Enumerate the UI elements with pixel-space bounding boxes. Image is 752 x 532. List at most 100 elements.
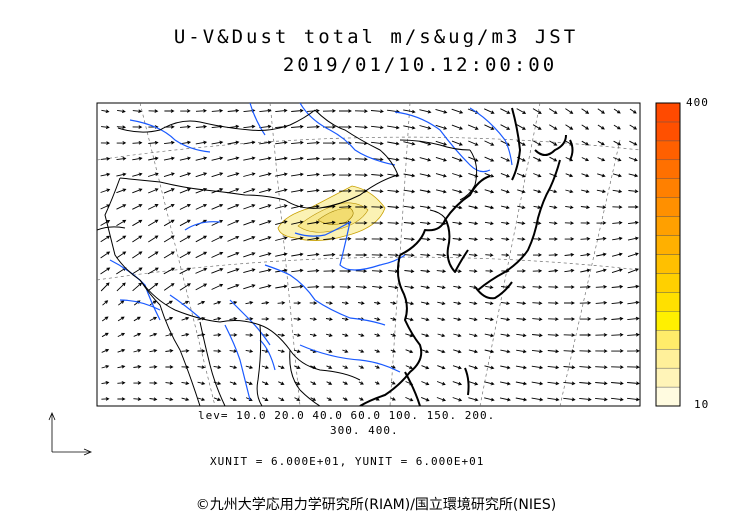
wind-arrow [243, 284, 256, 290]
wind-arrow [421, 396, 430, 402]
wind-arrow [374, 381, 380, 385]
colorbar-swatch [655, 311, 681, 331]
wind-arrow [323, 285, 336, 289]
wind-arrow [595, 365, 608, 370]
wind-arrow [612, 220, 623, 225]
wind-arrow [339, 189, 352, 193]
wind-arrow [259, 252, 272, 258]
wind-arrow [101, 109, 110, 114]
wind-arrow [133, 364, 142, 369]
wind-arrow [116, 172, 127, 177]
wind-arrow [516, 172, 526, 178]
wind-arrow [163, 251, 175, 259]
wind-arrow [259, 140, 272, 145]
wind-arrow [420, 269, 431, 274]
wind-arrow [355, 285, 367, 290]
wind-arrow [339, 109, 352, 113]
wind-arrow [307, 268, 320, 273]
wind-arrow [420, 221, 431, 226]
wind-arrow [435, 173, 447, 178]
wind-arrow [325, 317, 333, 321]
wind-arrow [371, 237, 384, 241]
wind-arrow [468, 397, 479, 402]
wind-arrow [563, 381, 576, 386]
wind-arrow [243, 124, 256, 129]
wind-arrow [148, 282, 159, 291]
wind-arrow [149, 365, 158, 369]
wind-arrow [484, 140, 495, 146]
wind-arrow [532, 253, 542, 257]
wind-arrow [243, 188, 256, 194]
wind-arrow [581, 124, 590, 130]
wind-arrow [259, 156, 272, 161]
wind-arrow [579, 381, 592, 386]
wind-arrow [342, 381, 349, 385]
wind-arrow [132, 125, 143, 129]
wind-arrow [211, 172, 224, 178]
wind-arrow [627, 365, 640, 369]
wind-arrow [358, 333, 365, 337]
wind-arrow [291, 124, 304, 129]
wind-arrow [310, 397, 317, 401]
wind-arrow [468, 365, 479, 370]
wind-arrow [227, 156, 240, 161]
wind-arrow [387, 237, 400, 242]
wind-arrow [533, 189, 542, 194]
wind-arrow [484, 381, 495, 386]
wind-arrow [484, 124, 495, 130]
wind-arrow [277, 301, 286, 305]
wind-arrow [390, 365, 396, 369]
wind-arrow [195, 172, 208, 178]
wind-arrow [611, 268, 623, 274]
wind-arrow [467, 124, 479, 130]
wind-arrow [404, 285, 415, 290]
borders [97, 109, 478, 406]
chart-datetime: 2019/01/10.12:00:00 [282, 54, 558, 76]
wind-arrow [595, 381, 608, 386]
wind-arrow [390, 349, 397, 353]
wind-arrow [595, 349, 608, 353]
wind-arrow [485, 253, 494, 257]
wind-arrow [195, 140, 208, 145]
wind-arrow [100, 282, 110, 292]
wind-arrow [197, 397, 206, 402]
wind-arrow [322, 157, 336, 161]
wind-arrow [532, 317, 543, 322]
wind-arrow [323, 220, 336, 225]
contour-levels-line2: 300. 400. [330, 424, 399, 437]
wind-arrow [437, 349, 446, 354]
wind-arrow [133, 397, 142, 401]
wind-arrow [500, 189, 510, 194]
wind-arrow [390, 317, 397, 321]
wind-arrow [291, 188, 304, 193]
wind-arrow [147, 204, 159, 210]
wind-arrow [339, 236, 352, 241]
wind-arrow [564, 221, 575, 225]
wind-arrow [229, 333, 238, 337]
wind-arrow [611, 284, 624, 289]
wind-arrow [404, 253, 415, 258]
wind-arrow [374, 349, 381, 353]
wind-arrow [148, 109, 159, 113]
wind-arrow [613, 157, 622, 162]
wind-arrow [533, 237, 542, 241]
wind-arrow [275, 220, 288, 226]
wind-arrow [243, 172, 256, 177]
wind-arrow [341, 301, 349, 305]
wind-arrow [259, 204, 272, 210]
colorbar-swatch [655, 140, 681, 161]
wind-arrow [435, 156, 447, 162]
wind-arrow [133, 332, 142, 337]
wind-arrow [342, 397, 348, 401]
wind-arrow [403, 157, 416, 162]
wind-arrow [405, 396, 414, 402]
wind-arrow [195, 108, 207, 113]
wind-arrow [211, 235, 224, 243]
wind-arrow [516, 333, 527, 338]
wind-arrow [227, 203, 240, 210]
wind-arrow [100, 172, 111, 177]
wind-arrow [421, 317, 430, 322]
wind-arrow [548, 301, 559, 305]
wind-arrow [165, 397, 174, 402]
wind-arrow [213, 300, 222, 305]
